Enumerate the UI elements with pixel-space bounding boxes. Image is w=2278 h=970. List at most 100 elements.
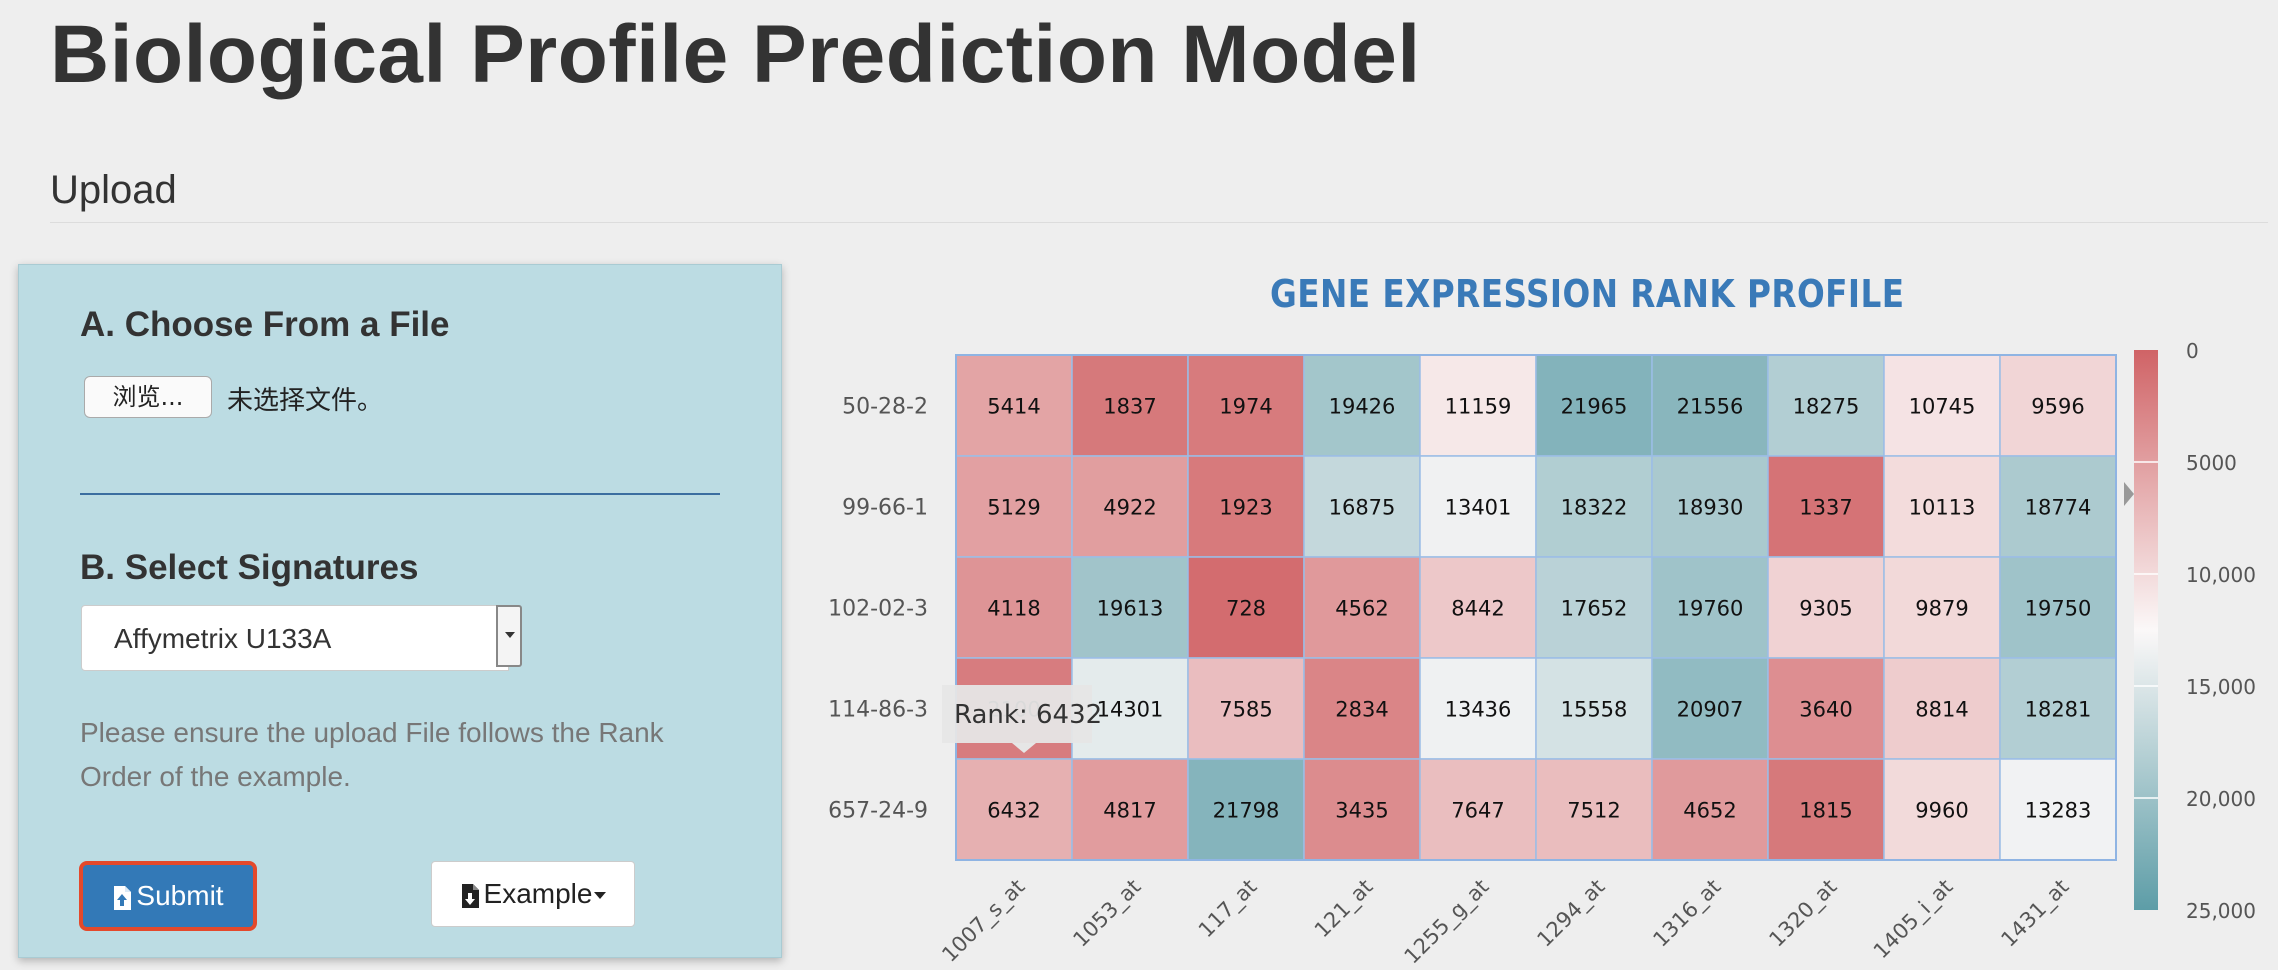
heatmap-cell — [1535, 354, 1653, 457]
cell-value-label: 8814 — [1915, 698, 1968, 722]
row-label: 99-66-1 — [842, 496, 928, 521]
cell-value-label: 10113 — [1909, 496, 1976, 520]
row-label: 114-86-3 — [828, 698, 928, 723]
legend-tick-label: 5000 — [2186, 451, 2237, 475]
cell-value-label: 1974 — [1219, 395, 1272, 419]
heatmap-cell — [1651, 657, 1769, 760]
heatmap-cell — [1883, 657, 2001, 760]
heatmap-cell — [1767, 556, 1885, 659]
cell-value-label: 9305 — [1799, 597, 1852, 621]
upload-icon — [114, 885, 132, 910]
heatmap-cell — [1651, 455, 1769, 558]
heatmap-cell — [1999, 455, 2117, 558]
heatmap-border — [955, 354, 2117, 861]
cell-value-label: 7647 — [1451, 799, 1504, 823]
cell-value-label: 728 — [1226, 597, 1266, 621]
chevron-down-icon — [594, 892, 607, 900]
cell-value-label: 4922 — [1103, 496, 1156, 520]
cell-value-label: 7512 — [1567, 799, 1620, 823]
color-legend-bar — [2134, 350, 2158, 910]
cell-value-label: 13283 — [2025, 799, 2092, 823]
cell-value-label: 21965 — [1561, 395, 1628, 419]
file-status-text: 未选择文件。 — [227, 386, 384, 416]
cell-value-label: 13436 — [1445, 698, 1512, 722]
legend-pointer-icon — [2124, 482, 2134, 506]
heatmap-cell — [1303, 556, 1421, 659]
cell-value-label: 18774 — [2025, 496, 2092, 520]
cell-value-label: 15558 — [1561, 698, 1628, 722]
column-label: 1431_at — [1996, 875, 2074, 953]
heatmap-cell — [1883, 556, 2001, 659]
heatmap-cell — [1999, 556, 2117, 659]
cell-value-label: 13401 — [1445, 496, 1512, 520]
column-label: 1320_at — [1764, 875, 1842, 953]
submit-button[interactable]: Submit — [79, 861, 257, 931]
cell-value-label: 7585 — [1219, 698, 1272, 722]
example-dropdown-button[interactable]: Example — [431, 861, 635, 927]
cell-value-label: 17652 — [1561, 597, 1628, 621]
heatmap-cell — [1767, 354, 1885, 457]
heatmap-cell — [1303, 657, 1421, 760]
column-label: 1053_at — [1068, 875, 1146, 953]
page-title: Biological Profile Prediction Model — [50, 9, 1421, 100]
heatmap-cell — [1999, 758, 2117, 861]
row-label: 657-24-9 — [828, 799, 928, 824]
cell-value-label: 6432 — [987, 799, 1040, 823]
legend-tick-label: 25,000 — [2186, 899, 2256, 923]
heatmap-cell — [1883, 758, 2001, 861]
browse-button[interactable]: 浏览... — [84, 376, 212, 418]
section-divider — [50, 222, 2268, 223]
cell-value-label: 9596 — [2031, 395, 2084, 419]
cell-value-label: 18930 — [1677, 496, 1744, 520]
panel-divider — [80, 493, 720, 495]
tooltip-arrow — [1012, 743, 1036, 753]
heatmap-cell — [1303, 455, 1421, 558]
heatmap-cell — [1419, 455, 1537, 558]
cell-value-label: 1923 — [1219, 496, 1272, 520]
cell-value-label: 10745 — [1909, 395, 1976, 419]
cell-value-label: 1815 — [1799, 799, 1852, 823]
help-text: Please ensure the upload File follows th… — [80, 717, 664, 792]
cell-value-label: 14301 — [1097, 698, 1164, 722]
cell-value-label: 16875 — [1329, 496, 1396, 520]
cell-value-label: 18322 — [1561, 496, 1628, 520]
heatmap-cell — [955, 455, 1073, 558]
cell-value-label: 4652 — [1683, 799, 1736, 823]
cell-value-label: 19426 — [1329, 395, 1396, 419]
select-signatures-heading: B. Select Signatures — [80, 548, 419, 587]
tooltip-box — [942, 685, 1092, 743]
cell-value-label: 21556 — [1677, 395, 1744, 419]
heatmap-cell — [1535, 556, 1653, 659]
column-label: 1316_at — [1648, 875, 1726, 953]
heatmap-cell — [1419, 354, 1537, 457]
legend-tick-label: 0 — [2186, 339, 2199, 363]
cell-value-label: 19613 — [1097, 597, 1164, 621]
heatmap-cell — [1535, 657, 1653, 760]
section-title: Upload — [50, 168, 177, 212]
signature-select[interactable]: Affymetrix U133A — [81, 605, 509, 671]
column-label: 1255_g_at — [1400, 875, 1495, 970]
legend-tick-label: 15,000 — [2186, 675, 2256, 699]
column-label: 1007_s_at — [937, 875, 1030, 968]
cell-value-label: 1837 — [1103, 395, 1156, 419]
column-label: 1405_i_at — [1869, 875, 1958, 964]
cell-value-label: 8442 — [1451, 597, 1504, 621]
cell-value-label: 20907 — [1677, 698, 1744, 722]
cell-value-label: 19750 — [2025, 597, 2092, 621]
cell-value-label: 4562 — [1335, 597, 1388, 621]
chart-title: GENE EXPRESSION RANK PROFILE — [1270, 272, 1905, 316]
cell-value-label: 1337 — [1799, 496, 1852, 520]
row-label: 50-28-2 — [842, 395, 928, 420]
cell-value-label: 3435 — [1335, 799, 1388, 823]
heatmap-cell — [1071, 354, 1189, 457]
heatmap-cell — [1651, 354, 1769, 457]
cell-value-label: 5414 — [987, 395, 1040, 419]
legend-tick-label: 10,000 — [2186, 563, 2256, 587]
select-dropdown-toggle[interactable] — [496, 605, 522, 667]
submit-label: Submit — [136, 880, 224, 911]
cell-value-label: 18281 — [2025, 698, 2092, 722]
column-label: 117_at — [1194, 875, 1262, 943]
cell-value-label: 4817 — [1103, 799, 1156, 823]
heatmap-cell — [1303, 758, 1421, 861]
heatmap-cell — [1071, 556, 1189, 659]
